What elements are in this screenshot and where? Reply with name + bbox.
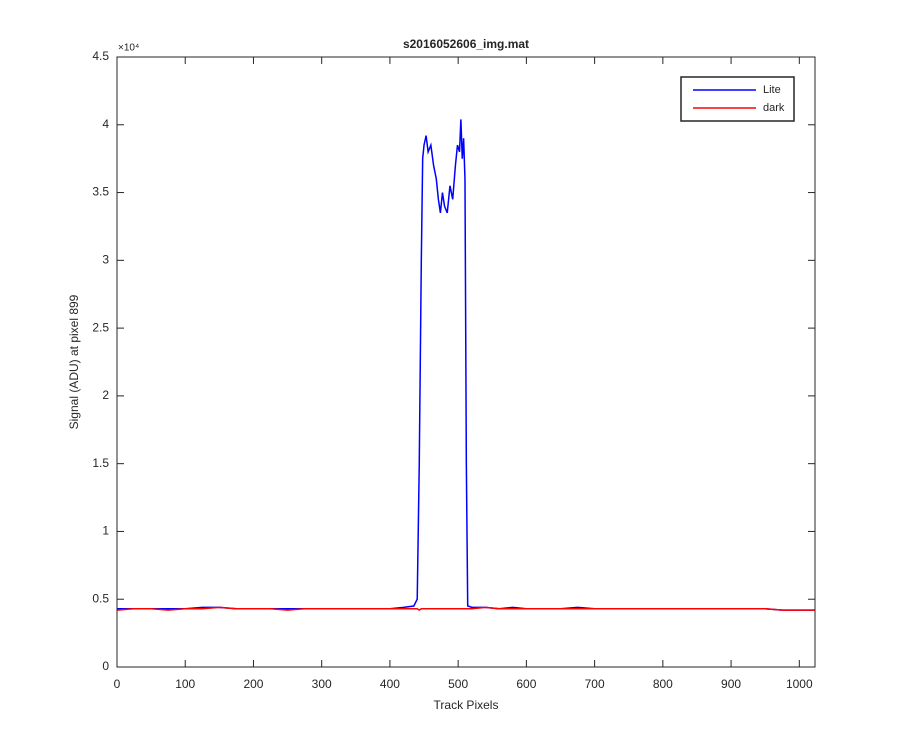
x-tick-label: 100: [175, 677, 195, 691]
y-tick-label: 4: [102, 117, 109, 131]
y-exponent: ×10⁴: [118, 43, 139, 54]
x-tick-label: 700: [585, 677, 605, 691]
x-tick-label: 900: [721, 677, 741, 691]
x-tick-label: 600: [516, 677, 536, 691]
y-tick-label: 3: [102, 253, 109, 267]
x-tick-label: 200: [243, 677, 263, 691]
y-tick-label: 1: [102, 524, 109, 538]
y-tick-label: 2.5: [92, 320, 109, 334]
x-tick-label: 500: [448, 677, 468, 691]
x-axis-label: Track Pixels: [434, 698, 499, 712]
x-tick-label: 400: [380, 677, 400, 691]
y-tick-label: 0: [102, 659, 109, 673]
legend-box: [680, 76, 795, 122]
legend-label: Lite: [763, 84, 781, 96]
y-tick-label: 1.5: [92, 456, 109, 470]
chart-title: s2016052606_img.mat: [403, 37, 529, 51]
x-tick-label: 1000: [786, 677, 813, 691]
x-tick-label: 800: [653, 677, 673, 691]
x-tick-label: 0: [114, 677, 121, 691]
y-tick-label: 3.5: [92, 185, 109, 199]
axes-box: [116, 56, 816, 668]
y-tick-label: 0.5: [92, 591, 109, 605]
y-tick-label: 2: [102, 388, 109, 402]
y-axis-label: Signal (ADU) at pixel 899: [67, 294, 81, 429]
data-line: [116, 606, 815, 611]
y-tick-label: 4.5: [92, 49, 109, 63]
x-tick-label: 300: [312, 677, 332, 691]
legend-label: dark: [763, 102, 785, 114]
